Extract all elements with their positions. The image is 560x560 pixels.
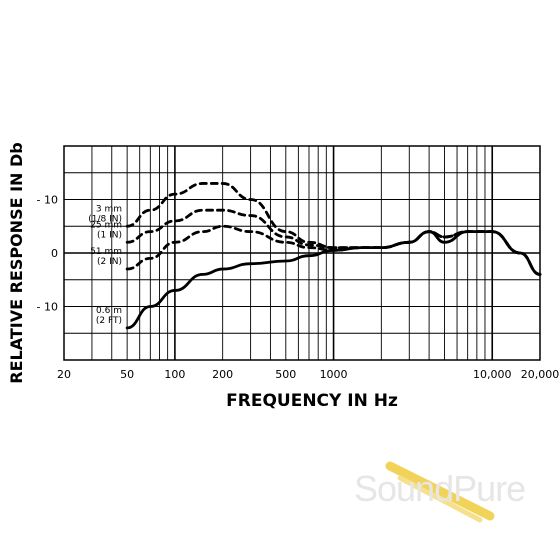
series-label-line: 3 mm	[96, 204, 122, 214]
soundpure-logo-mark	[385, 461, 495, 523]
x-axis-ticks: 20 50 100 200 500 1000 10,000 20,000	[57, 368, 559, 381]
series-labels: 3 mm (1/8 IN)25 mm (1 IN)51 mm (2 IN)0.6 m(…	[88, 204, 122, 326]
y-tick-label: - 10	[37, 194, 58, 207]
series-label-line: (1 IN)	[97, 230, 122, 240]
series-label-0: 3 mm (1/8 IN)	[88, 204, 122, 224]
x-tick-label: 20,000	[521, 368, 560, 381]
series-label-line: (2 FT)	[96, 316, 122, 326]
x-tick-label: 100	[164, 368, 185, 381]
x-tick-label: 1000	[320, 368, 348, 381]
x-axis-title: FREQUENCY IN Hz	[226, 391, 398, 411]
x-tick-label: 10,000	[473, 368, 512, 381]
y-tick-label: - 10	[37, 301, 58, 314]
series-layer	[125, 182, 542, 330]
series-label-line: 0.6 m	[96, 306, 122, 316]
series-label-line: (1/8 IN)	[88, 214, 122, 224]
chart-grid	[63, 145, 541, 361]
series-label-2: 51 mm (2 IN)	[90, 247, 122, 267]
plot-frame	[63, 145, 541, 361]
x-tick-label: 500	[275, 368, 296, 381]
series-label-line: 25 mm	[90, 220, 122, 230]
x-tick-label: 20	[57, 368, 71, 381]
x-tick-label: 50	[120, 368, 134, 381]
y-axis-ticks: - 10 0 - 10	[37, 194, 58, 314]
series-label-line: 51 mm	[90, 247, 122, 257]
y-axis-title: RELATIVE RESPONSE IN Db	[7, 142, 26, 384]
x-tick-label: 200	[212, 368, 233, 381]
series-line-3	[125, 230, 542, 330]
watermark-text: SoundPure	[354, 468, 526, 509]
series-label-1: 25 mm (1 IN)	[90, 220, 122, 240]
y-tick-label: 0	[51, 247, 58, 260]
series-label-line: (2 IN)	[97, 257, 122, 267]
series-label-3: 0.6 m (2 FT)	[96, 306, 122, 326]
